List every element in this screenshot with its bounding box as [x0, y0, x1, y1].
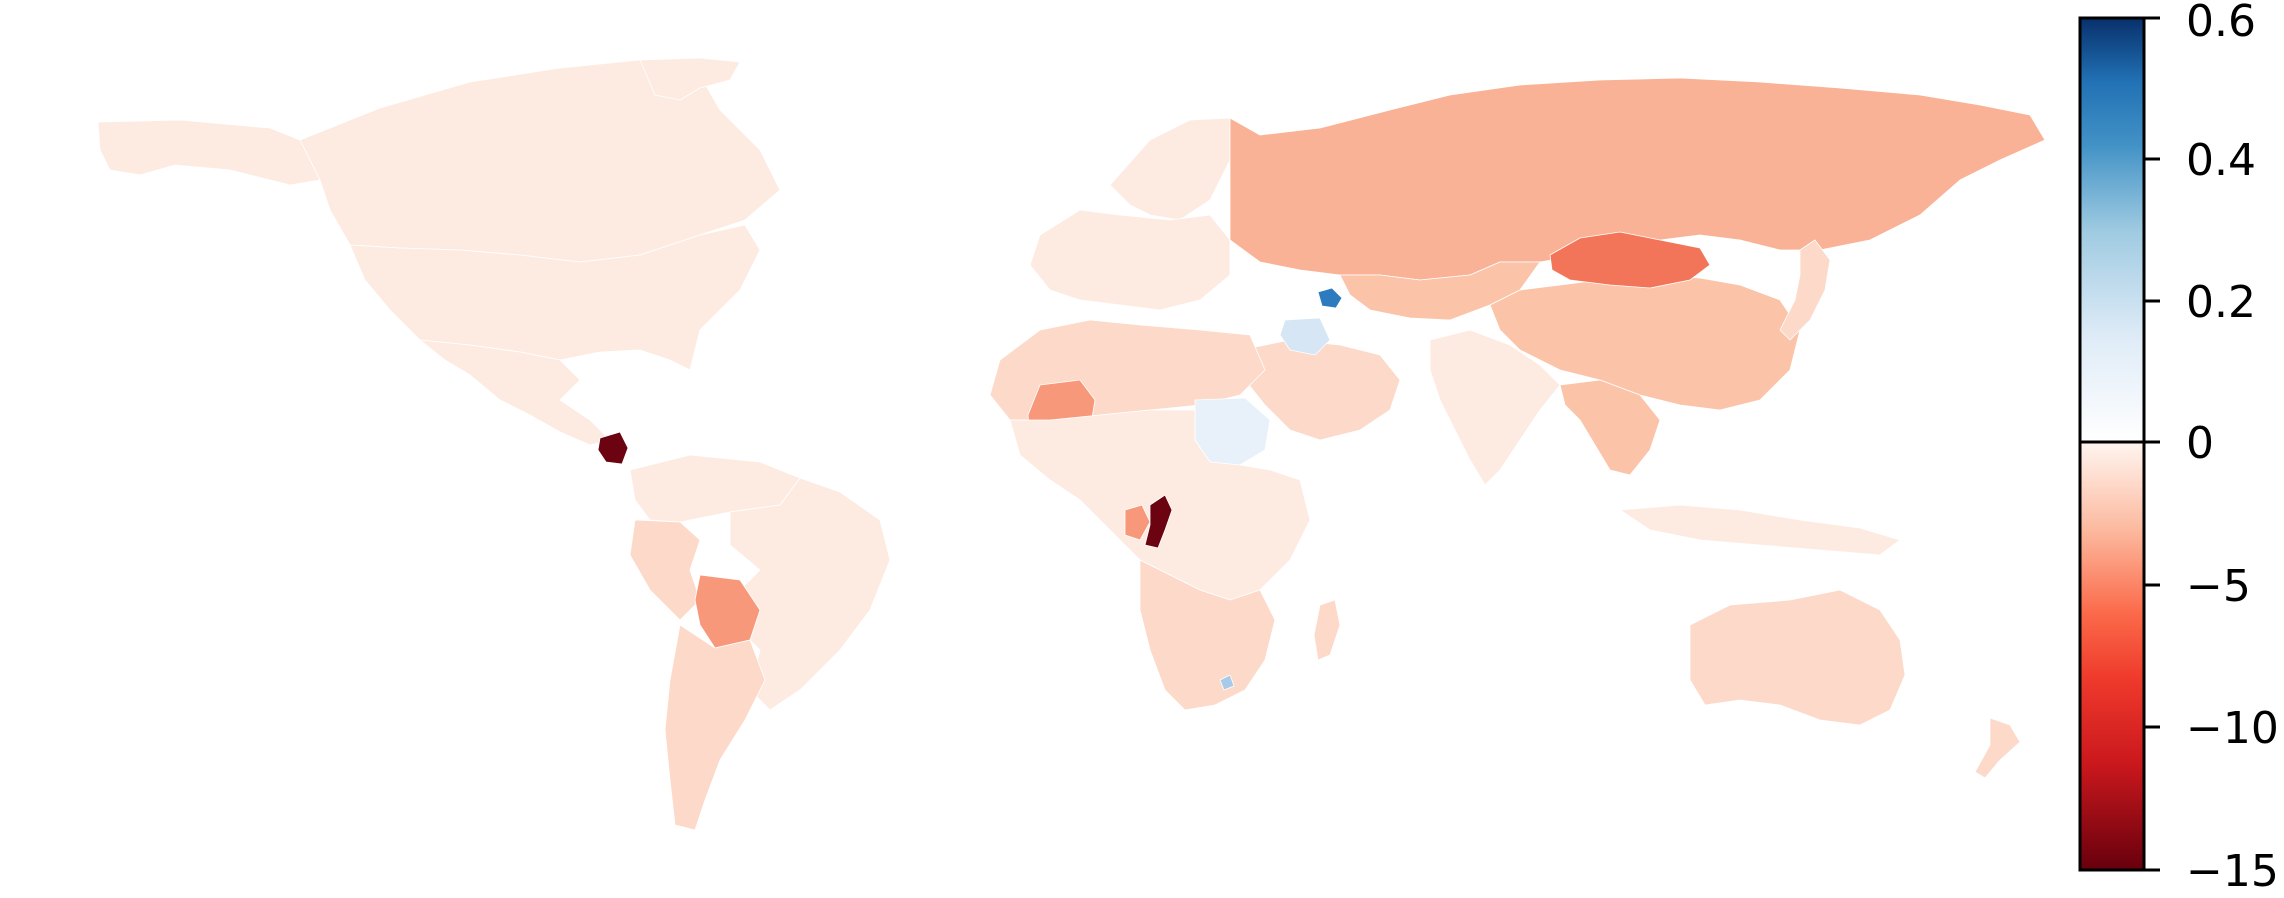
colorbar-tick-label: 0.4: [2186, 135, 2256, 186]
colorbar: 0.6 0.4 0.2 0 −5 −10 −15: [2078, 0, 2279, 897]
region-alaska: [97, 119, 321, 186]
region-new-zealand: [1974, 717, 2021, 779]
region-peru: [629, 519, 701, 621]
colorbar-tick-label: 0.6: [2186, 0, 2256, 47]
colorbar-tick-label: −10: [2186, 703, 2279, 754]
region-azerbaijan: [1317, 287, 1343, 309]
region-southern-africa: [1139, 559, 1276, 711]
region-indonesia: [1619, 504, 1901, 556]
colorbar-tick-label: −15: [2186, 846, 2279, 897]
region-southeast-asia: [1559, 379, 1661, 476]
region-middle-east: [1239, 339, 1401, 441]
region-canada: [299, 59, 781, 263]
region-scandinavia: [1109, 117, 1231, 221]
region-japan: [1779, 239, 1831, 341]
region-sudan: [1194, 397, 1271, 466]
colorbar-tick-label: 0: [2186, 418, 2214, 469]
colorbar-positive: [2080, 18, 2144, 442]
land-group: [97, 57, 2046, 831]
region-greenland: [639, 57, 741, 101]
colorbar-ticks: [2144, 16, 2160, 872]
colorbar-frame: [2078, 16, 2146, 872]
region-republic-of-the-congo: [1144, 494, 1173, 549]
region-gabon: [1124, 504, 1151, 541]
region-western-europe: [1029, 209, 1231, 311]
region-madagascar: [1313, 599, 1341, 661]
colorbar-tick-label: −5: [2186, 561, 2251, 612]
region-india: [1429, 329, 1561, 486]
region-lesotho: [1219, 674, 1235, 691]
region-mongolia: [1549, 231, 1711, 289]
colorbar-negative: [2080, 442, 2144, 870]
region-nicaragua: [597, 431, 629, 465]
region-chile-argentina: [664, 624, 766, 831]
region-syria-iraq: [1279, 317, 1331, 356]
region-australia: [1689, 589, 1906, 726]
colorbar-tick-label: 0.2: [2186, 277, 2256, 328]
